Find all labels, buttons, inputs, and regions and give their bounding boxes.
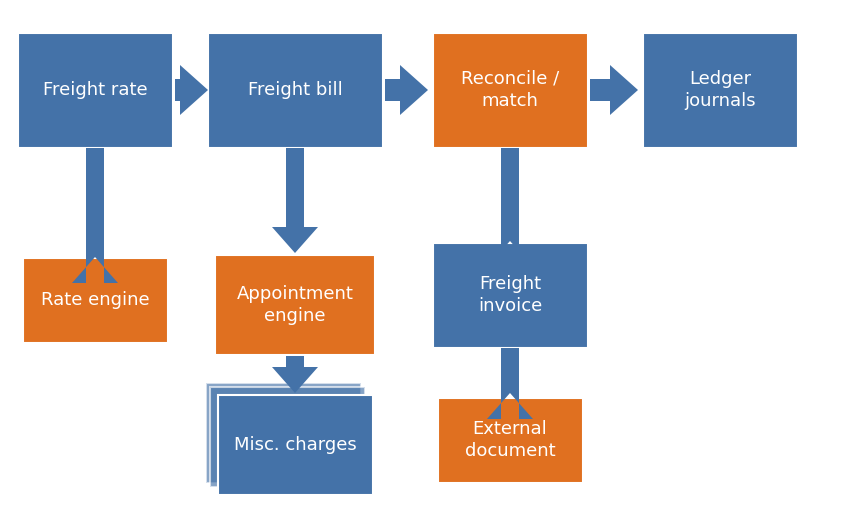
Text: Freight rate: Freight rate [42,81,147,99]
Bar [215,255,375,355]
Bar [207,32,382,147]
Bar [23,258,167,342]
Text: Reconcile /
match: Reconcile / match [461,70,559,110]
Polygon shape [72,148,118,283]
Bar [205,383,361,483]
Text: Freight
invoice: Freight invoice [478,275,542,315]
Text: Freight bill: Freight bill [248,81,342,99]
Polygon shape [590,65,638,115]
Bar [433,32,588,147]
Text: Ledger
journals: Ledger journals [684,70,756,110]
Polygon shape [175,65,208,115]
Bar [642,32,798,147]
Bar [218,395,373,495]
Polygon shape [272,148,318,253]
Bar [17,32,173,147]
Text: External
document: External document [465,420,555,460]
Text: Misc. charges: Misc. charges [233,436,356,454]
Polygon shape [487,148,533,267]
Bar [438,398,583,483]
Polygon shape [487,348,533,419]
Bar [210,387,364,487]
Text: Rate engine: Rate engine [41,291,149,309]
Text: Appointment
engine: Appointment engine [237,285,354,325]
Polygon shape [272,356,318,393]
Polygon shape [385,65,428,115]
Bar [433,243,588,348]
